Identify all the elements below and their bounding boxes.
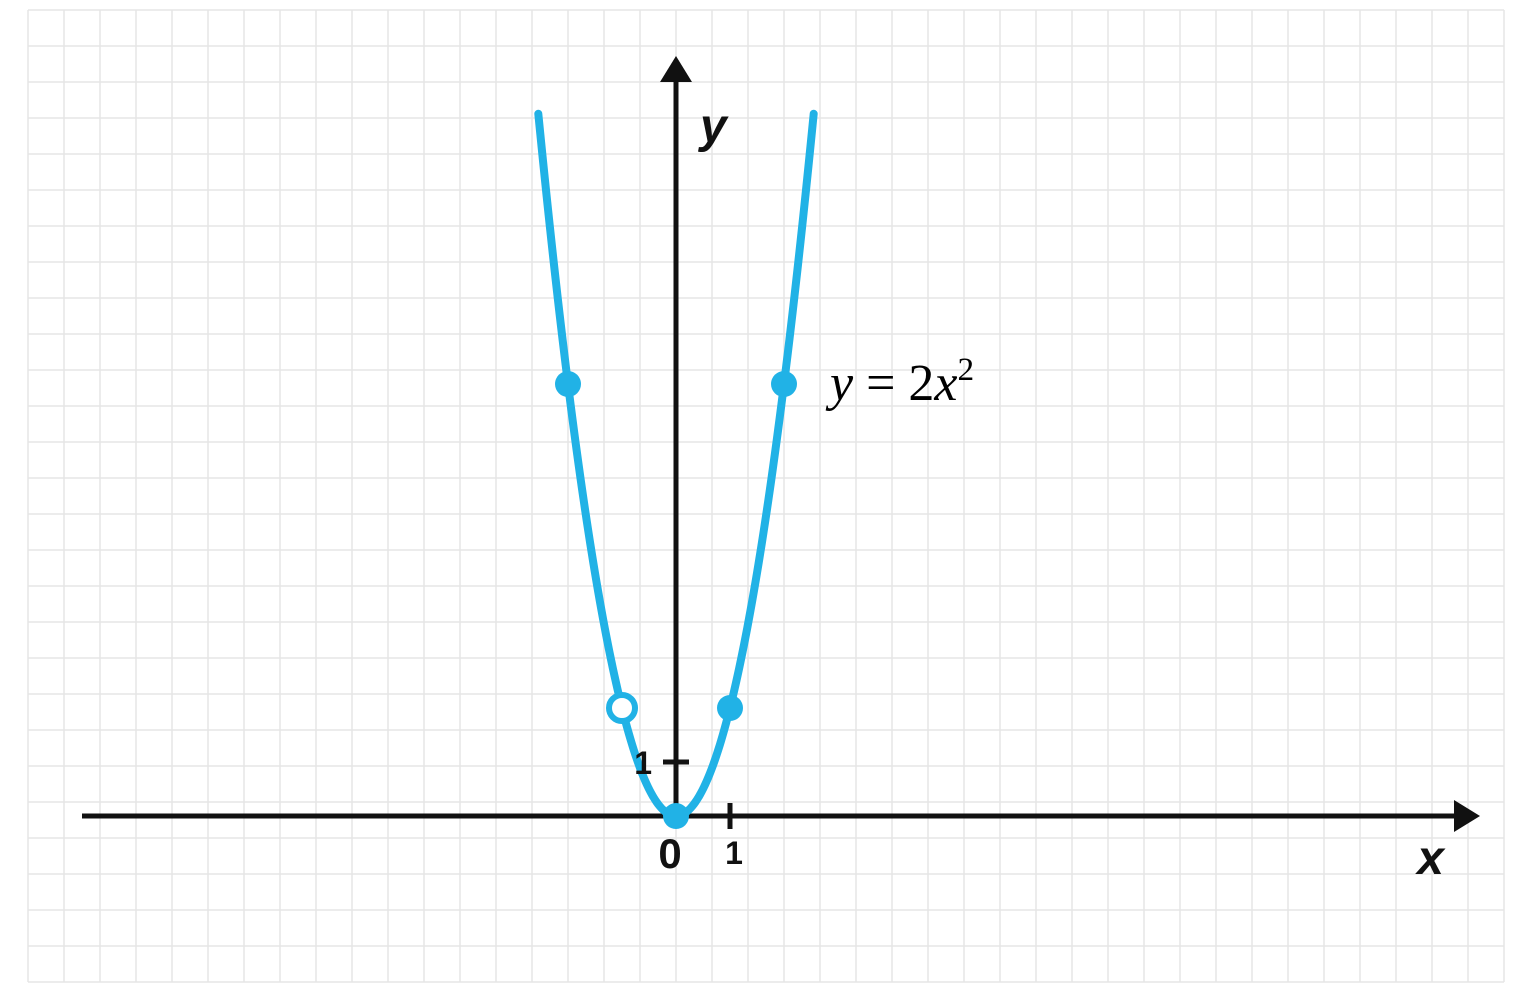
chart-container: { "chart": { "type": "line", "canvas": {… [0,0,1536,999]
x-tick-1: 1 [725,835,743,871]
x-axis-label: x [1414,832,1446,885]
open-point [609,695,635,721]
plot-svg: y x 0 1 1 y = 2x2 [0,0,1536,999]
origin-label: 0 [658,830,681,877]
equation-label: y = 2x2 [825,351,974,412]
closed-point [663,803,689,829]
closed-point [555,371,581,397]
axes [82,56,1480,832]
closed-point [717,695,743,721]
y-axis-label: y [698,100,729,153]
closed-point [771,371,797,397]
y-tick-1: 1 [634,745,652,781]
